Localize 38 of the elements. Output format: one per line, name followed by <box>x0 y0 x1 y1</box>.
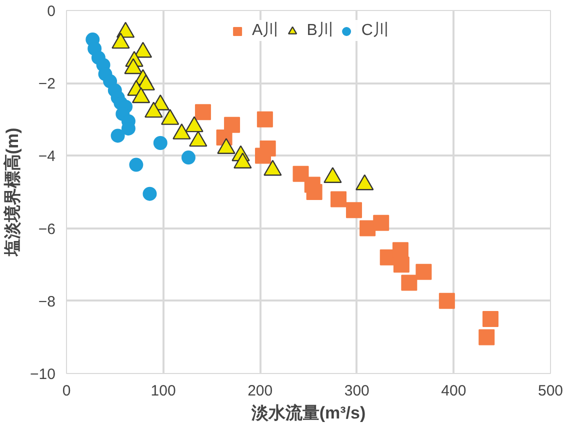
point <box>142 186 157 201</box>
point <box>256 111 273 128</box>
point <box>478 329 495 346</box>
point <box>438 292 455 309</box>
point <box>346 202 362 218</box>
y-tick-label: −8 <box>38 293 56 310</box>
y-tick-label: −2 <box>38 76 56 93</box>
x-tick-label: 0 <box>62 382 71 400</box>
point <box>392 242 408 258</box>
point <box>330 191 347 208</box>
y-axis-title: 塩淡境界標高(m) <box>3 128 22 258</box>
legend-label: A川 <box>252 20 279 41</box>
point <box>360 220 376 236</box>
point <box>306 184 322 200</box>
y-tick-label: −4 <box>38 148 56 166</box>
x-tick-label: 200 <box>248 382 273 400</box>
x-tick-label: 500 <box>538 382 564 400</box>
x-tick-label: 300 <box>344 382 370 400</box>
y-tick-label: 0 <box>47 3 56 20</box>
point <box>181 150 196 164</box>
point <box>255 148 272 164</box>
x-axis-title: 淡水流量(m³/s) <box>250 404 366 422</box>
point <box>110 128 125 143</box>
point <box>292 166 309 182</box>
point <box>194 104 211 120</box>
point <box>401 274 418 291</box>
point <box>393 256 410 273</box>
point <box>482 311 498 328</box>
legend-label: C川 <box>361 20 389 41</box>
point <box>129 158 144 172</box>
x-tick-label: 100 <box>150 382 176 400</box>
point <box>373 214 390 231</box>
y-tick-label: −10 <box>30 366 56 383</box>
point <box>153 136 168 150</box>
legend-label: B川 <box>306 20 334 41</box>
x-tick-label: 400 <box>441 382 466 400</box>
point <box>416 264 432 280</box>
y-tick-label: −6 <box>38 220 56 238</box>
